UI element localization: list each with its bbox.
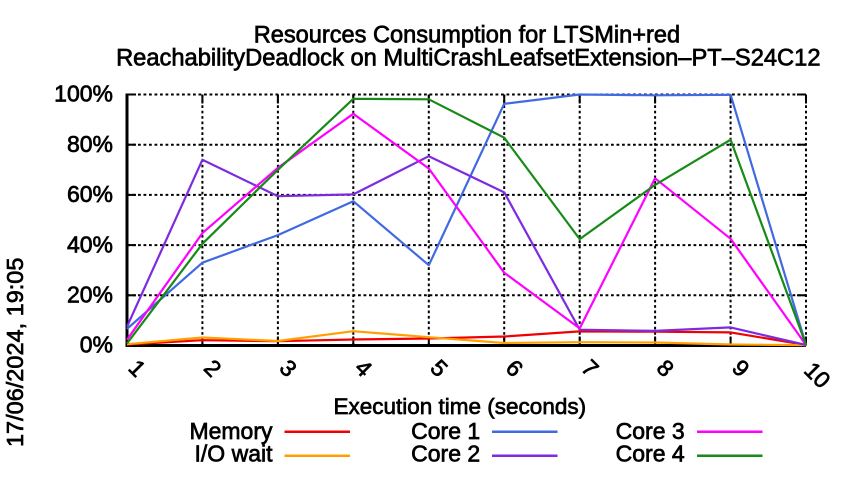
- svg-text:Core 4: Core 4: [616, 441, 685, 467]
- svg-text:Memory: Memory: [189, 418, 273, 444]
- svg-text:20%: 20%: [67, 282, 113, 308]
- svg-text:I/O wait: I/O wait: [195, 441, 274, 467]
- svg-text:60%: 60%: [67, 181, 113, 207]
- svg-text:Core 2: Core 2: [411, 441, 480, 467]
- svg-text:Core 1: Core 1: [411, 418, 480, 444]
- svg-text:ReachabilityDeadlock on MultiC: ReachabilityDeadlock on MultiCrashLeafse…: [116, 46, 820, 72]
- svg-text:100%: 100%: [54, 81, 113, 107]
- svg-text:80%: 80%: [67, 131, 113, 157]
- svg-text:Core 3: Core 3: [616, 418, 685, 444]
- svg-text:17/06/2024, 19:05: 17/06/2024, 19:05: [2, 258, 28, 447]
- svg-text:0%: 0%: [80, 332, 113, 358]
- svg-text:Execution time (seconds): Execution time (seconds): [333, 394, 586, 419]
- svg-text:Resources Consumption for LTSM: Resources Consumption for LTSMin+red: [254, 22, 680, 48]
- svg-text:40%: 40%: [67, 231, 113, 257]
